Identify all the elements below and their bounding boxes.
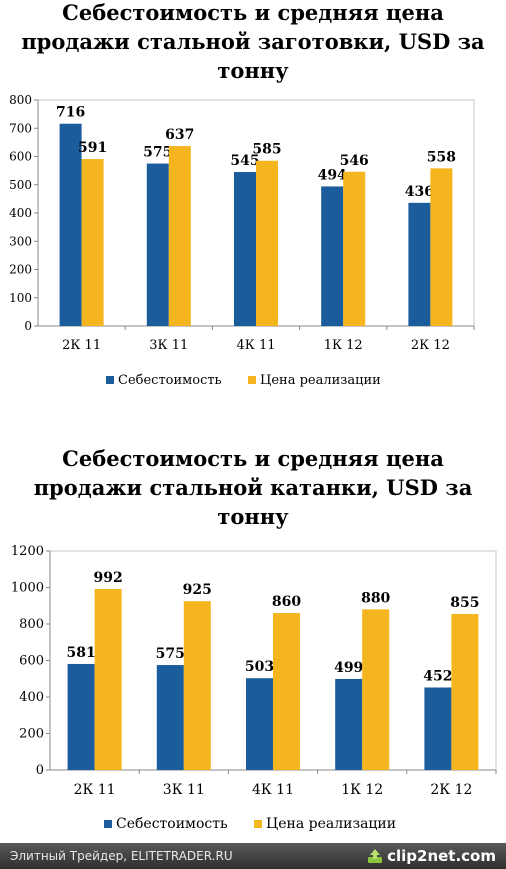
y-tick-label: 700 — [9, 121, 32, 135]
watermark-bar: Элитный Трейдер, ELITETRADER.RU clip2net… — [0, 843, 506, 869]
bar — [451, 613, 479, 770]
x-tick-label: 2К 11 — [74, 782, 116, 798]
x-tick-label: 1К 12 — [324, 338, 363, 353]
y-tick-label: 400 — [19, 690, 44, 705]
bar — [59, 123, 82, 326]
bar — [146, 163, 169, 326]
y-tick-label: 400 — [9, 206, 32, 220]
legend-swatch — [104, 820, 112, 828]
data-label: 716 — [56, 105, 85, 121]
chart-panel-steel-wire-rod: Себестоимость и средняя цена продажи ста… — [0, 420, 506, 843]
y-tick-label: 300 — [9, 234, 32, 248]
legend-label: Цена реализации — [260, 373, 381, 388]
bar — [81, 159, 104, 326]
y-tick-label: 800 — [19, 617, 44, 632]
legend-label: Себестоимость — [116, 816, 228, 832]
data-label: 503 — [245, 659, 274, 675]
arrow-icon — [368, 849, 383, 863]
bar — [424, 687, 452, 770]
data-label: 992 — [93, 570, 122, 586]
y-tick-label: 100 — [9, 291, 32, 305]
data-label: 860 — [272, 594, 301, 610]
legend-swatch — [106, 376, 114, 384]
x-tick-label: 2К 11 — [62, 338, 101, 353]
y-tick-label: 600 — [9, 150, 32, 164]
chart-panel-steel-billet: Себестоимость и средняя цена продажи ста… — [0, 0, 506, 420]
legend-label: Себестоимость — [118, 373, 222, 388]
bar — [408, 202, 431, 326]
x-tick-label: 1К 12 — [341, 782, 383, 798]
bar — [343, 171, 366, 326]
bar — [273, 613, 300, 770]
x-tick-label: 3К 11 — [149, 338, 188, 353]
bar — [234, 172, 256, 326]
bar — [246, 678, 273, 770]
data-label: 581 — [66, 645, 95, 661]
chart-title: Себестоимость и средняя цена продажи ста… — [33, 446, 473, 529]
bar — [321, 186, 344, 326]
x-tick-label: 2К 12 — [411, 338, 450, 353]
data-label: 499 — [334, 660, 363, 676]
bar — [168, 146, 191, 326]
brand-name: clip2net.com — [387, 847, 496, 865]
legend-swatch — [254, 820, 262, 828]
y-tick-label: 0 — [36, 763, 44, 778]
data-label: 436 — [405, 184, 434, 200]
data-label: 925 — [183, 582, 212, 598]
chart-title: Себестоимость и средняя цена продажи ста… — [21, 0, 485, 83]
x-tick-label: 4К 11 — [252, 782, 294, 798]
data-label: 545 — [230, 153, 259, 169]
bar — [362, 609, 390, 770]
y-tick-label: 0 — [24, 319, 32, 333]
source-caption: Элитный Трейдер, ELITETRADER.RU — [10, 849, 233, 863]
y-tick-label: 200 — [19, 727, 44, 742]
data-label: 585 — [252, 142, 281, 158]
bar-chart-steel-wire-rod: 0 200 400 600 800 1000 1200 2К 11 581 992 3К 11 575… — [11, 544, 497, 832]
bar — [183, 601, 211, 770]
data-label: 558 — [427, 149, 456, 165]
clip2net-logo: clip2net.com — [367, 846, 496, 866]
data-label: 452 — [423, 669, 452, 685]
bar-chart-steel-billet: 0 100 200 300 400 500 600 700 800 2К 11 716 591 3К 1… — [9, 93, 475, 388]
x-tick-label: 3К 11 — [163, 782, 205, 798]
y-tick-label: 600 — [19, 654, 44, 669]
data-label: 546 — [340, 153, 369, 169]
y-tick-label: 200 — [9, 263, 32, 277]
data-label: 855 — [450, 595, 479, 611]
data-label: 637 — [165, 127, 194, 143]
legend-swatch — [248, 376, 256, 384]
data-label: 575 — [156, 646, 185, 662]
bar — [256, 160, 278, 326]
bar — [67, 663, 95, 770]
bar — [156, 665, 184, 770]
bar — [430, 168, 453, 326]
bar — [94, 588, 122, 770]
y-tick-label: 1000 — [11, 581, 44, 596]
data-label: 591 — [78, 140, 107, 156]
legend-label: Цена реализации — [266, 816, 396, 832]
y-tick-label: 500 — [9, 178, 32, 192]
data-label: 880 — [361, 590, 390, 606]
data-label: 494 — [318, 167, 347, 183]
bar — [335, 678, 363, 770]
data-label: 575 — [143, 145, 172, 161]
y-tick-label: 800 — [9, 93, 32, 107]
y-tick-label: 1200 — [11, 544, 44, 559]
x-tick-label: 2К 12 — [430, 782, 472, 798]
x-tick-label: 4К 11 — [236, 338, 275, 353]
